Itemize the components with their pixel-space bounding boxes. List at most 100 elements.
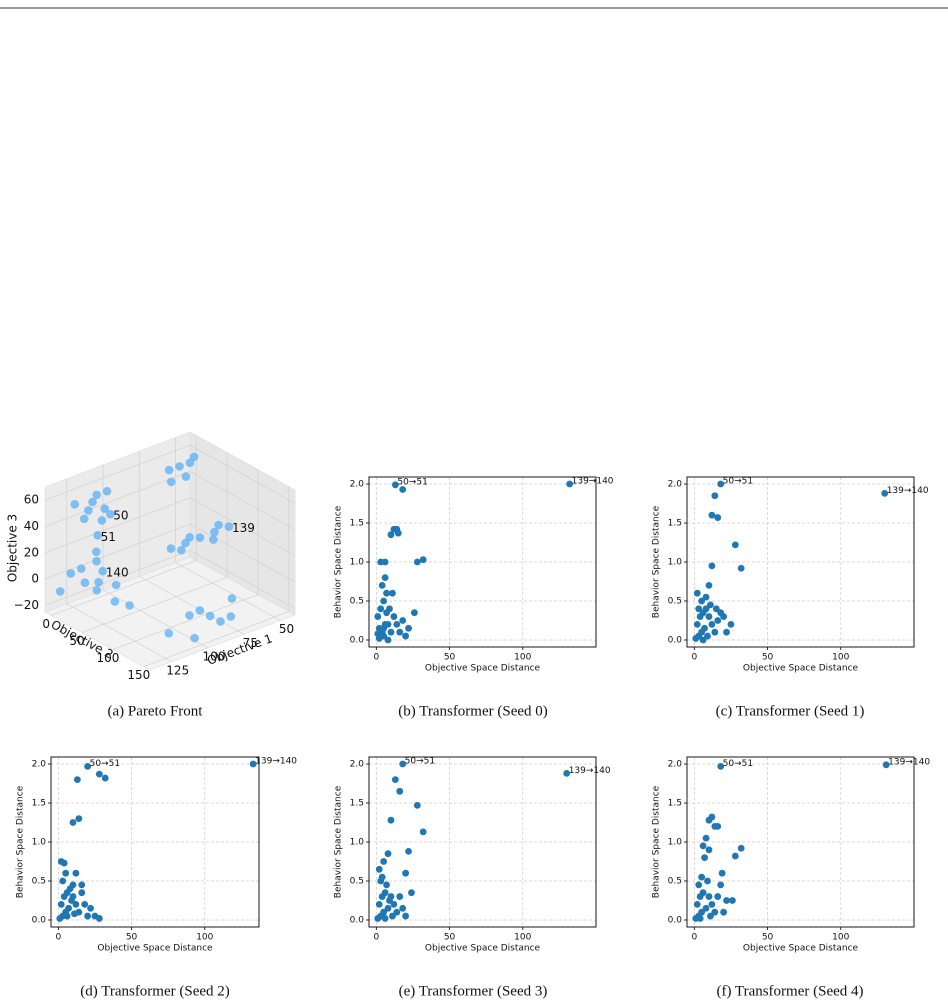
point xyxy=(707,912,714,920)
y-tick-label: 1.5 xyxy=(32,799,46,809)
point xyxy=(102,486,112,496)
point xyxy=(702,593,710,601)
point xyxy=(84,762,92,770)
y-tick-label: 0.5 xyxy=(668,596,682,606)
point xyxy=(77,564,86,573)
point xyxy=(101,774,109,782)
point xyxy=(717,762,725,770)
point xyxy=(393,620,401,628)
point xyxy=(699,842,707,850)
z-tick-label: 20 xyxy=(24,545,39,559)
point xyxy=(704,877,711,885)
point xyxy=(702,904,710,912)
y-tick-label: 1.0 xyxy=(350,558,365,568)
point xyxy=(79,514,89,524)
grid-line xyxy=(44,550,191,606)
point xyxy=(381,558,389,566)
point xyxy=(702,605,710,613)
point xyxy=(699,636,707,644)
y-tick-label: 1.5 xyxy=(350,799,364,809)
point xyxy=(87,904,94,912)
z-tick-label: 40 xyxy=(24,519,39,533)
point xyxy=(190,633,199,643)
annotation: 140 xyxy=(106,566,129,580)
point xyxy=(78,881,86,889)
point xyxy=(389,912,396,920)
y-tick-label: 0.0 xyxy=(350,635,365,645)
point xyxy=(377,605,385,613)
x-axis-label: Objective Space Distance xyxy=(425,944,541,954)
point xyxy=(705,893,713,900)
y-axis-label: Behavior Space Distance xyxy=(334,505,344,618)
right-pane xyxy=(189,431,296,616)
point xyxy=(727,620,735,628)
point xyxy=(702,834,710,842)
y-tick-label: 1.0 xyxy=(668,558,683,568)
point xyxy=(380,908,388,916)
point xyxy=(737,564,745,572)
point xyxy=(78,889,86,897)
point xyxy=(698,908,706,916)
y-tick-label: 1.5 xyxy=(350,519,364,529)
grid-line xyxy=(44,497,191,554)
annotation: 139→140 xyxy=(255,757,297,767)
point xyxy=(98,566,108,576)
x-tick-label: 100 xyxy=(514,653,531,663)
grid-line xyxy=(189,497,296,557)
point xyxy=(195,533,205,542)
point xyxy=(705,581,713,589)
point xyxy=(227,594,237,603)
y-tick-label: 1.0 xyxy=(32,838,47,848)
point xyxy=(714,617,722,624)
x-tick-label: 50 xyxy=(444,653,456,663)
x-tick-label: 0 xyxy=(373,933,379,943)
x-tick-label: 0 xyxy=(373,653,379,663)
y-tick-label: 1.0 xyxy=(668,838,683,848)
x-tick-label: 0 xyxy=(691,933,697,943)
grid-line xyxy=(189,471,296,530)
point xyxy=(405,847,412,855)
point xyxy=(94,577,103,587)
point xyxy=(381,889,389,897)
point xyxy=(402,912,410,920)
y-tick-label: 1.5 xyxy=(668,799,682,809)
point xyxy=(164,465,174,475)
point xyxy=(378,873,386,881)
point xyxy=(698,873,706,881)
x-axis-label: Objective Space Distance xyxy=(97,944,213,954)
point xyxy=(399,904,407,912)
point xyxy=(391,776,399,784)
point xyxy=(729,897,736,904)
annotation: 50→51 xyxy=(405,757,435,767)
plot-frame xyxy=(368,756,597,928)
point xyxy=(226,612,236,621)
point xyxy=(205,611,215,621)
y-tick-label: 2.0 xyxy=(668,480,683,490)
grid-line xyxy=(44,444,191,501)
point xyxy=(396,893,404,900)
point xyxy=(720,613,728,620)
point xyxy=(695,881,703,889)
point xyxy=(693,900,701,908)
plot-frame xyxy=(50,756,260,928)
point xyxy=(711,492,719,500)
annotation: 139→140 xyxy=(569,766,611,776)
y-axis-label: Behavior Space Distance xyxy=(16,785,26,898)
point xyxy=(405,624,412,632)
point xyxy=(55,587,65,596)
point xyxy=(175,462,184,471)
x-tick-label: 50 xyxy=(762,653,774,663)
grid-line xyxy=(81,577,228,633)
y-tick-label: 2.0 xyxy=(32,760,47,770)
point xyxy=(737,844,745,852)
point xyxy=(882,761,890,769)
point xyxy=(92,490,101,500)
point xyxy=(394,529,402,537)
point xyxy=(380,632,388,640)
annotation: 50→51 xyxy=(397,477,427,487)
point xyxy=(696,915,704,922)
y-tick-label: 100 xyxy=(96,651,119,665)
x-tick-label: 0 xyxy=(691,653,697,663)
point xyxy=(384,904,392,912)
grid-line xyxy=(189,444,296,504)
